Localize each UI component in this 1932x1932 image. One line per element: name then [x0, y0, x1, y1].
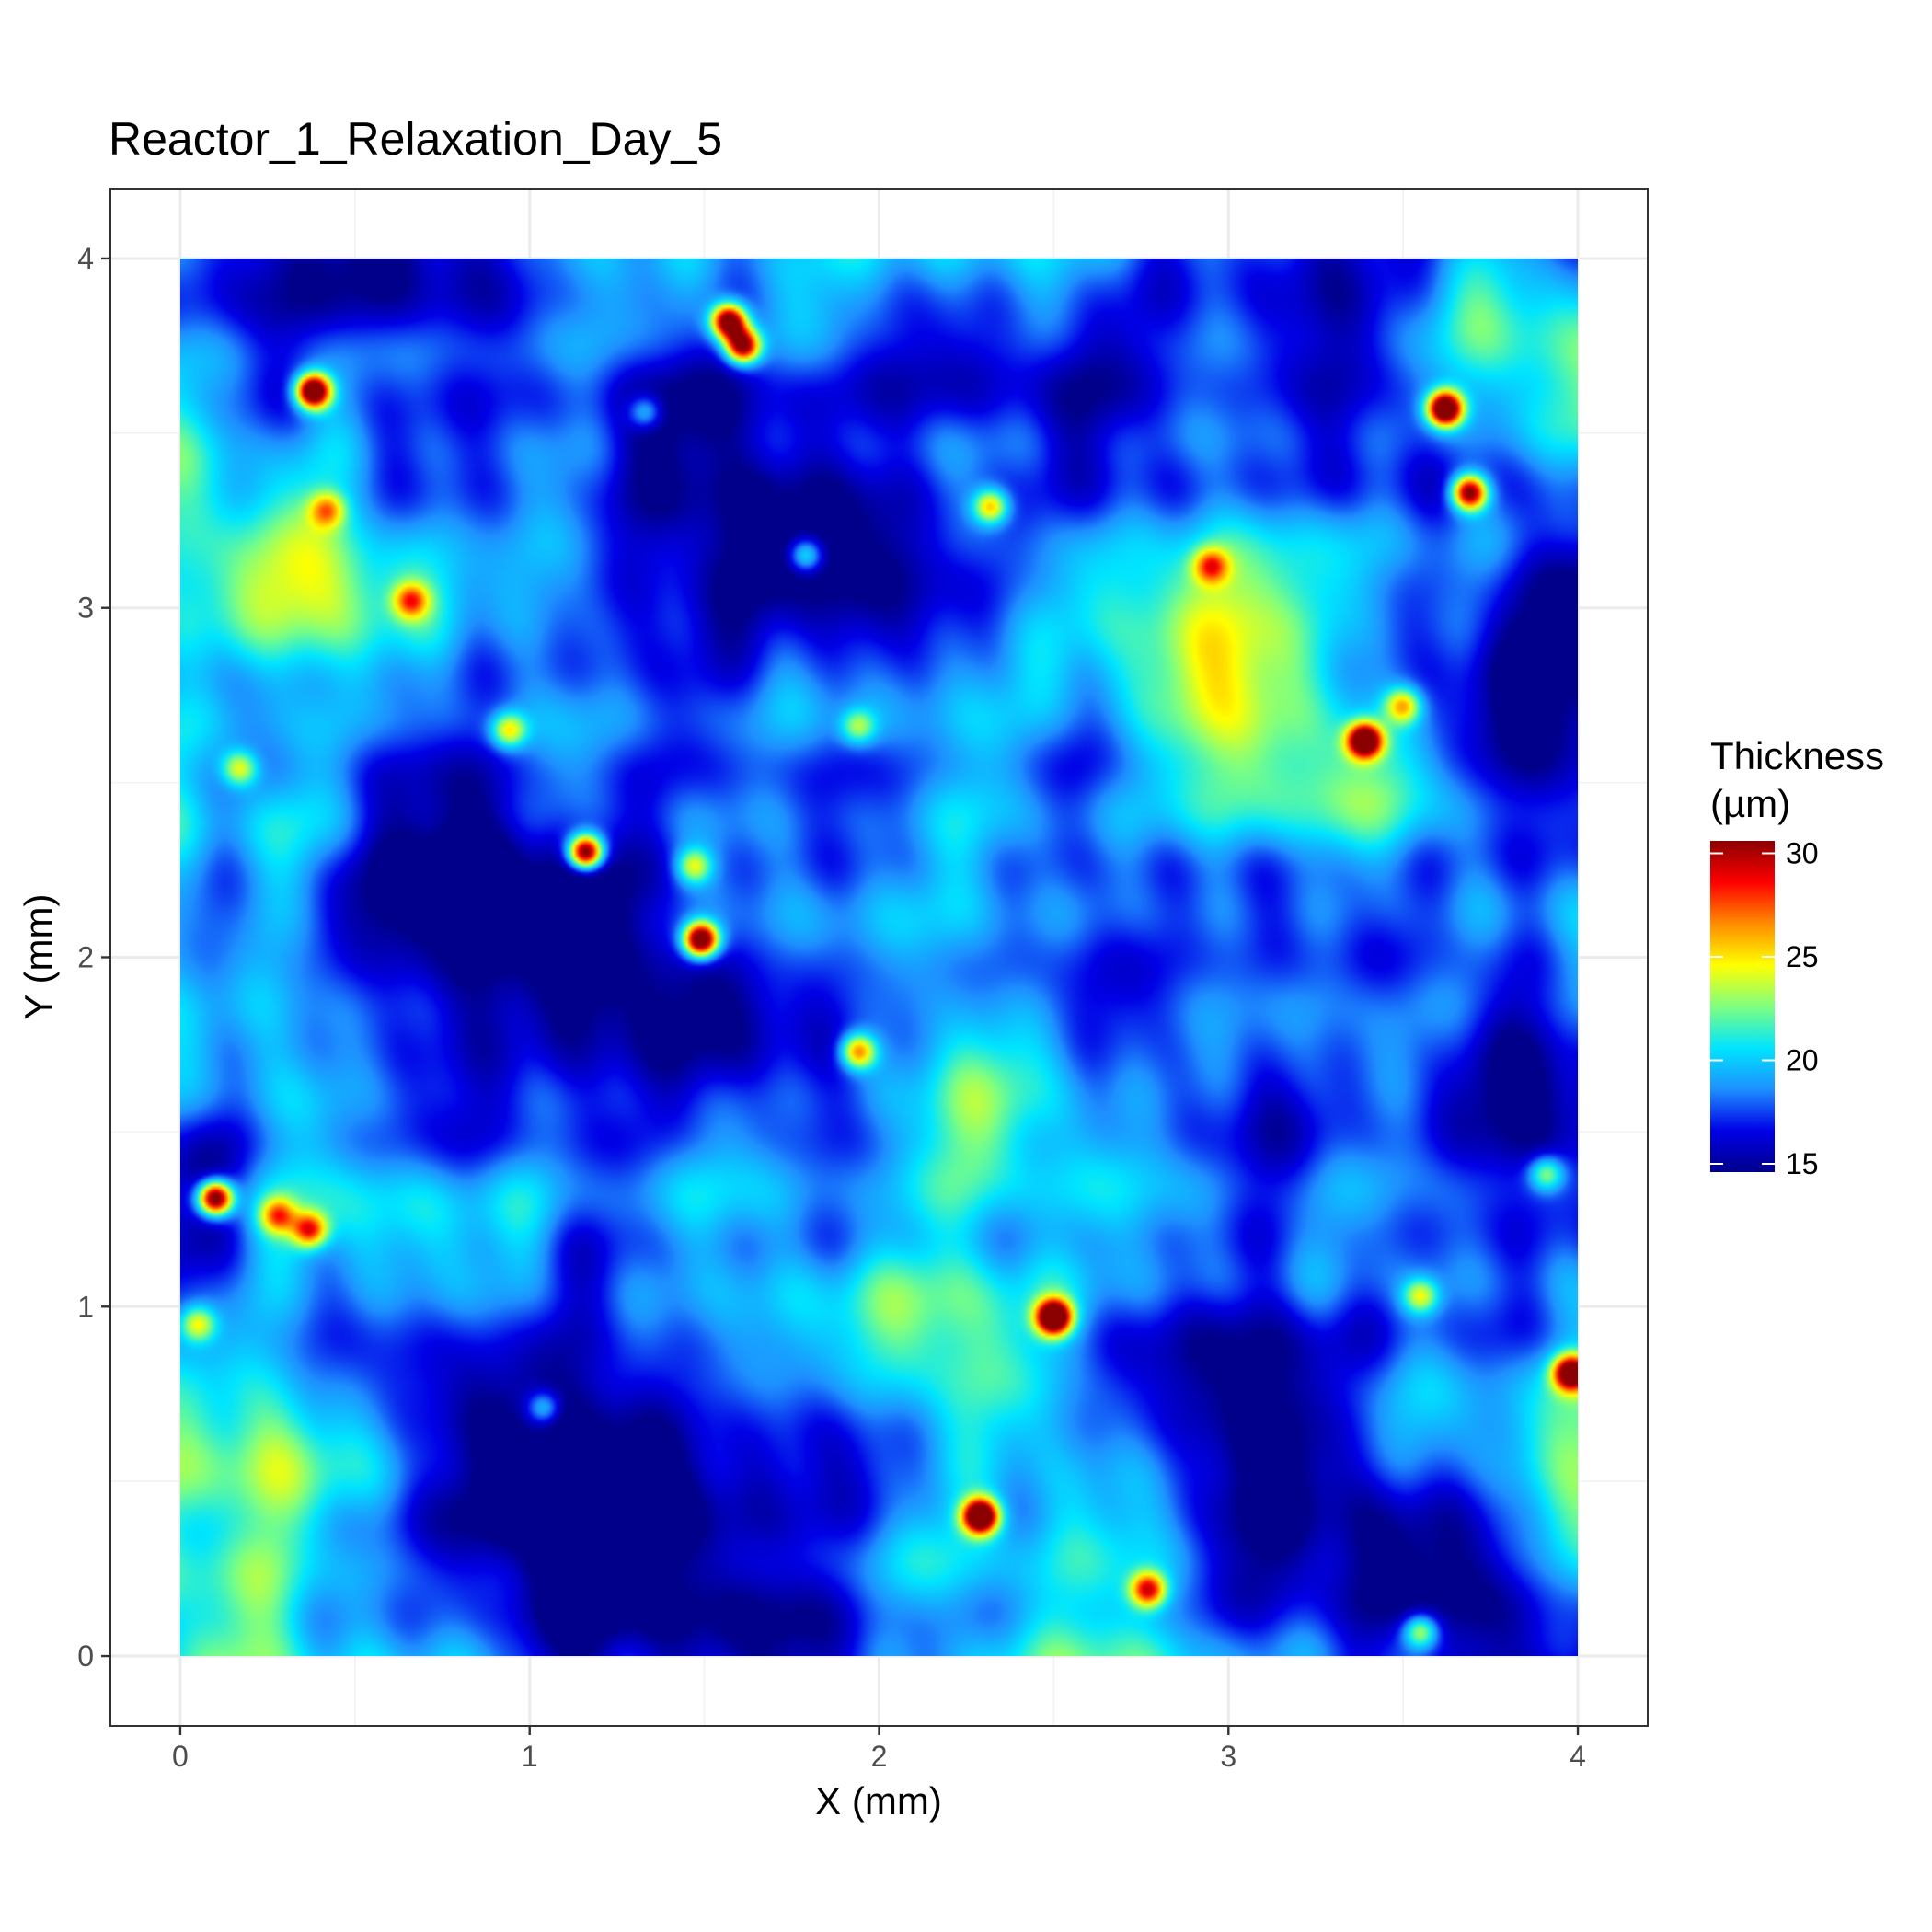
y-tick-label: 2: [77, 941, 94, 974]
x-tick-label: 0: [172, 1740, 189, 1773]
x-tick-label: 1: [522, 1740, 538, 1773]
color-legend: Thickness (µm) 15 20 25 30: [1710, 734, 1884, 1180]
legend-colorbar: [1710, 841, 1775, 1172]
x-axis-title: X (mm): [815, 1779, 942, 1823]
y-tick-label: 3: [77, 592, 94, 625]
x-tick-label: 4: [1570, 1740, 1586, 1773]
y-tick-label: 4: [77, 242, 94, 275]
legend-tick-label: 30: [1786, 837, 1819, 870]
legend-title-line-1: Thickness: [1710, 734, 1884, 777]
y-tick-label: 0: [77, 1639, 94, 1673]
chart-title: Reactor_1_Relaxation_Day_5: [109, 113, 722, 165]
legend-tick-label: 25: [1786, 940, 1819, 973]
legend-tick-label: 20: [1786, 1044, 1819, 1077]
legend-tick-label: 15: [1786, 1147, 1819, 1180]
x-axis: 0 1 2 3 4: [172, 1726, 1586, 1773]
x-tick-label: 2: [871, 1740, 888, 1773]
y-axis-title: Y (mm): [17, 894, 60, 1020]
legend-title-line-2: (µm): [1710, 782, 1790, 825]
legend-ticks: 15 20 25 30: [1710, 837, 1819, 1180]
x-tick-label: 3: [1220, 1740, 1236, 1773]
heatmap-raster: [179, 258, 1579, 1657]
plot-panel: [109, 188, 1649, 1727]
y-tick-label: 1: [77, 1290, 94, 1323]
y-axis: 0 1 2 3 4: [77, 242, 110, 1673]
